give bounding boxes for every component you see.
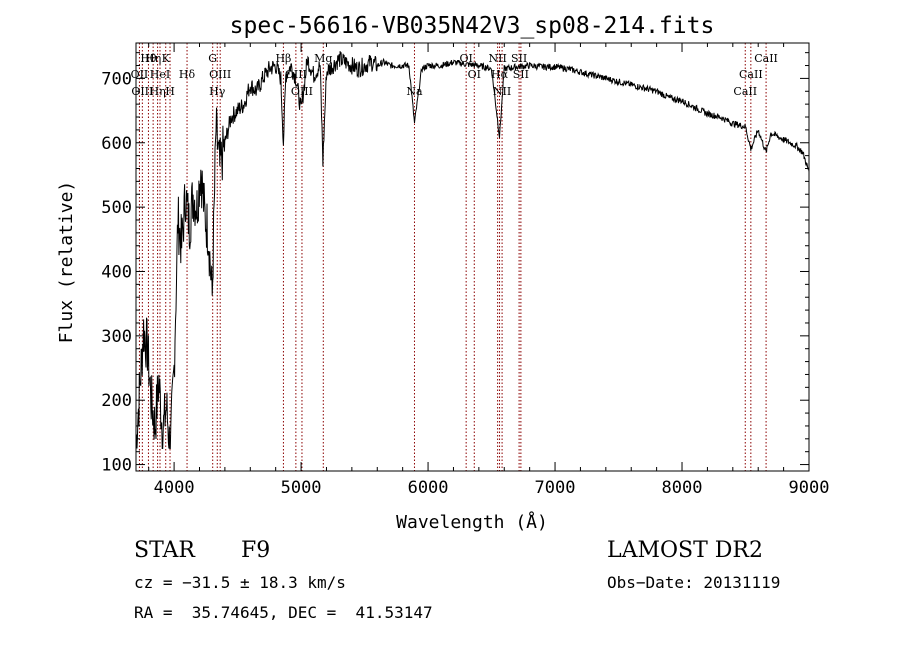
observation-date: Obs−Date: 20131119 <box>607 573 781 592</box>
line-marker-label-22: Hγ <box>209 85 226 98</box>
line-marker-label-2: K <box>162 52 171 65</box>
line-marker-label-24: Na <box>406 85 423 98</box>
emission-line-markers <box>138 43 767 471</box>
x-tick-label: 6000 <box>408 478 449 498</box>
line-marker-label-0: Hθ <box>140 52 157 65</box>
line-marker-label-10: OII <box>131 68 149 81</box>
line-marker-label-7: NII <box>488 52 506 65</box>
y-tick-label: 500 <box>101 198 132 218</box>
line-marker-label-5: Mg <box>314 52 332 65</box>
x-tick-label: 9000 <box>789 478 830 498</box>
plot-frame <box>135 42 810 472</box>
x-tick-label: 7000 <box>535 478 576 498</box>
object-class: STAR <box>134 538 195 563</box>
line-marker-label-20: Hη <box>149 85 165 98</box>
y-tick-label: 300 <box>101 327 132 347</box>
x-axis-ticks: 4000 5000 6000 7000 8000 9000 <box>148 43 830 498</box>
y-axis-label: Flux (relative) <box>56 181 77 344</box>
line-marker-label-23: OIII <box>291 85 313 98</box>
x-axis-label: Wavelength (Å) <box>396 511 548 533</box>
line-marker-label-8: SII <box>511 52 527 65</box>
x-tick-label: 4000 <box>154 478 195 498</box>
y-axis-ticks: 100 200 300 400 500 600 700 <box>101 52 809 476</box>
chart-title: spec-56616-VB035N42V3_sp08-214.fits <box>230 13 715 39</box>
sky-coordinates: RA = 35.74645, DEC = 41.53147 <box>134 603 433 622</box>
line-marker-label-26: CaII <box>733 85 757 98</box>
y-tick-label: 200 <box>101 391 132 411</box>
line-marker-label-19: OIII <box>131 85 153 98</box>
spectrum-series-line <box>135 51 810 449</box>
y-tick-label: 400 <box>101 262 132 282</box>
survey-name: LAMOST DR2 <box>607 538 763 563</box>
y-tick-label: 100 <box>101 456 132 476</box>
line-marker-label-3: G <box>208 52 217 65</box>
x-tick-label: 8000 <box>662 478 703 498</box>
line-marker-label-11: HeI <box>150 68 170 81</box>
y-tick-label: 600 <box>101 134 132 154</box>
line-marker-label-17: SII <box>513 68 529 81</box>
line-marker-label-13: OIII <box>209 68 231 81</box>
object-subclass: F9 <box>241 538 271 563</box>
line-marker-label-15: OI <box>468 68 481 81</box>
y-tick-label: 700 <box>101 69 132 89</box>
line-marker-label-12: Hδ <box>179 68 196 81</box>
line-marker-label-25: NII <box>493 85 511 98</box>
redshift-velocity: cz = −31.5 ± 18.3 km/s <box>134 573 346 592</box>
line-marker-label-18: CaII <box>739 68 763 81</box>
line-marker-label-4: Hβ <box>275 52 291 65</box>
line-marker-label-16: Hα <box>491 68 509 81</box>
line-marker-label-1: Hη <box>145 52 161 65</box>
x-tick-label: 5000 <box>281 478 322 498</box>
line-marker-label-9: CaII <box>754 52 778 65</box>
line-marker-label-21: H <box>165 85 175 98</box>
